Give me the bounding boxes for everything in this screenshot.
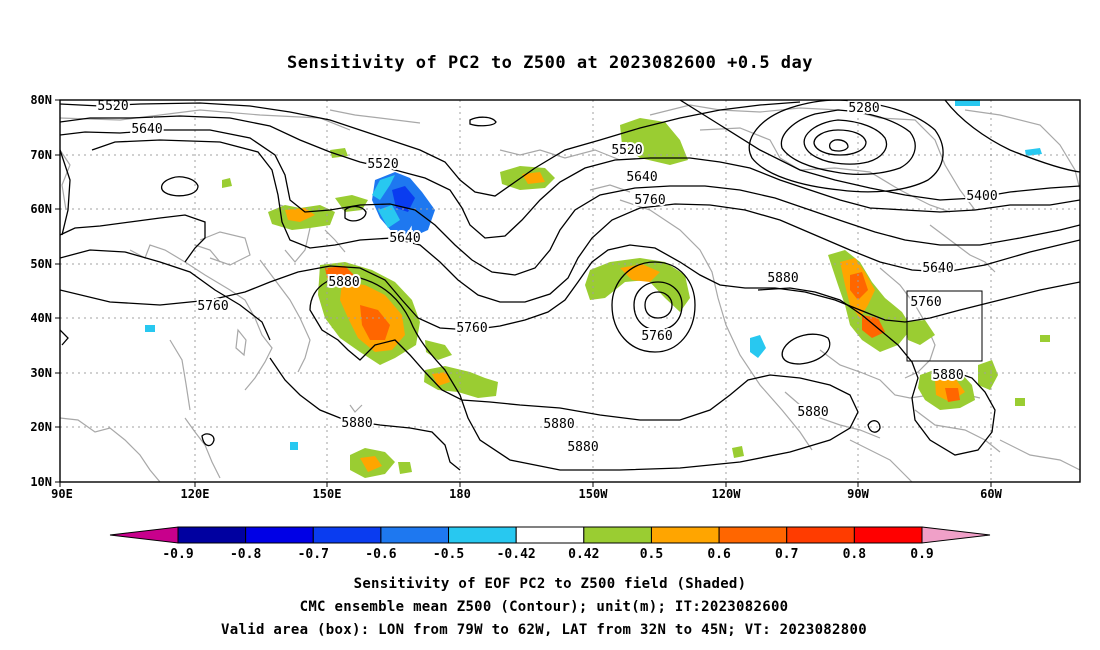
contour-label: 5640 (389, 231, 420, 246)
colorbar-box (448, 526, 517, 544)
colorbar-label: 0.9 (910, 547, 933, 562)
colorbar-box (380, 526, 450, 544)
contour-label: 5880 (767, 271, 798, 286)
contour-label: 5760 (634, 193, 665, 208)
colorbar-box (718, 526, 788, 544)
lat-label: 20N (30, 420, 52, 434)
contour-label: 5640 (131, 122, 162, 137)
contour-label: 5400 (966, 189, 997, 204)
contour-label: 5760 (641, 329, 672, 344)
lat-label: 60N (30, 202, 52, 216)
colorbar-label: -0.5 (433, 547, 464, 562)
contour-label: 5760 (197, 299, 228, 314)
lat-label: 70N (30, 148, 52, 162)
longitude-labels: 90E 120E 150E 180 150W 120W 90W 60W (51, 487, 1002, 501)
map-plot-area (60, 100, 1080, 482)
lat-label: 50N (30, 257, 52, 271)
colorbar-label: -0.9 (162, 547, 193, 562)
colorbar-label: -0.42 (497, 547, 536, 562)
z500-contours (60, 100, 1080, 471)
lat-lon-grid (60, 100, 1080, 482)
figure-title: Sensitivity of PC2 to Z500 at 2023082600… (287, 53, 813, 73)
axis-ticks (55, 99, 992, 487)
colorbar-box (245, 526, 314, 544)
contour-label: 5880 (797, 405, 828, 420)
colorbar-label: -0.6 (365, 547, 396, 562)
colorbar-label: -0.7 (298, 547, 329, 562)
valid-area-box (906, 290, 983, 362)
lon-label: 60W (980, 487, 1002, 501)
colorbar-box (583, 526, 652, 544)
lat-label: 10N (30, 475, 52, 489)
colorbar-label: 0.5 (640, 547, 663, 562)
lon-label: 180 (449, 487, 471, 501)
colorbar-box (786, 526, 855, 544)
lon-label: 150E (313, 487, 342, 501)
latitude-labels: 80N 70N 60N 50N 40N 30N 20N 10N (30, 93, 52, 489)
contour-label: 5280 (848, 101, 879, 116)
lon-label: 120E (181, 487, 210, 501)
lat-label: 30N (30, 366, 52, 380)
colorbar-box (853, 526, 923, 544)
lon-label: 150W (579, 487, 609, 501)
colorbar-label: 0.42 (568, 547, 599, 562)
colorbar-box (177, 526, 247, 544)
contour-labels: 5520 5640 5520 5640 5880 5760 5760 5520 … (95, 97, 999, 457)
sensitivity-shading (145, 100, 1050, 478)
colorbar-label: 0.7 (775, 547, 798, 562)
colorbar-low-triangle (109, 526, 179, 544)
contour-label: 5640 (922, 261, 953, 276)
contour-label: 5760 (456, 321, 487, 336)
colorbar-box (515, 526, 585, 544)
colorbar: -0.9 -0.8 -0.7 -0.6 -0.5 -0.42 0.42 0.5 0.6 0.7 0.… (109, 526, 991, 562)
contour-label: 5760 (910, 295, 941, 310)
lon-label: 120W (712, 487, 742, 501)
colorbar-label: -0.8 (230, 547, 261, 562)
colorbar-label: 0.8 (843, 547, 867, 562)
colorbar-high-triangle (921, 526, 991, 544)
footer-line-1: Sensitivity of EOF PC2 to Z500 field (Sh… (354, 576, 747, 592)
contour-label: 5520 (97, 99, 128, 114)
contour-label: 5880 (543, 417, 574, 432)
contour-label: 5880 (328, 275, 359, 290)
colorbar-label: 0.6 (707, 547, 731, 562)
lat-label: 40N (30, 311, 52, 325)
colorbar-box (650, 526, 720, 544)
contour-label: 5520 (367, 157, 398, 172)
map-frame (59, 99, 1081, 483)
footer-line-2: CMC ensemble mean Z500 (Contour); unit(m… (300, 599, 789, 615)
lon-label: 90E (51, 487, 73, 501)
contour-label: 5880 (567, 440, 598, 455)
contour-label: 5640 (626, 170, 657, 185)
colorbar-box (312, 526, 382, 544)
lat-label: 80N (30, 93, 52, 107)
lon-label: 90W (847, 487, 869, 501)
contour-label: 5880 (341, 416, 372, 431)
contour-label: 5520 (611, 143, 642, 158)
footer-line-3: Valid area (box): LON from 79W to 62W, L… (221, 622, 867, 638)
contour-label: 5880 (932, 368, 963, 383)
